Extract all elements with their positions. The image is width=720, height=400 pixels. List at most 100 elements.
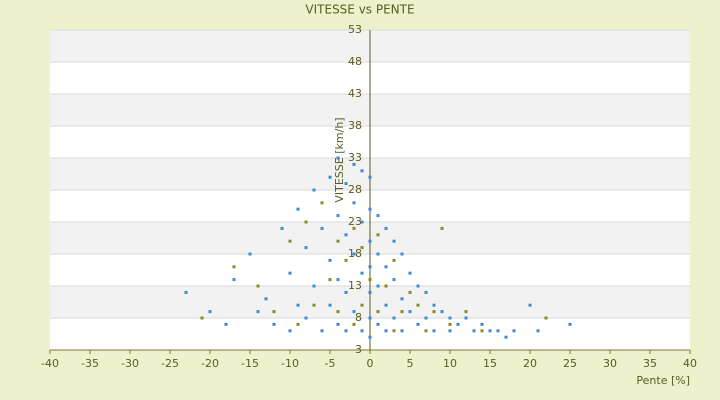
point xyxy=(264,297,268,301)
point xyxy=(344,182,348,186)
point xyxy=(352,322,356,326)
point xyxy=(376,252,380,256)
point xyxy=(288,239,292,243)
y-tick-label: 28 xyxy=(348,183,362,196)
y-tick-label: 53 xyxy=(348,23,362,36)
point xyxy=(400,252,404,256)
point xyxy=(408,310,412,314)
y-tick-label: 23 xyxy=(348,215,362,228)
point xyxy=(288,329,292,333)
point xyxy=(384,284,388,288)
x-tick-label: -15 xyxy=(241,357,259,370)
chart-title: VITESSE vs PENTE xyxy=(305,3,414,17)
point xyxy=(368,290,372,294)
point xyxy=(392,316,396,320)
point xyxy=(344,290,348,294)
point xyxy=(200,316,204,320)
point xyxy=(344,233,348,237)
point xyxy=(312,284,316,288)
point xyxy=(368,175,372,179)
x-tick-label: 10 xyxy=(443,357,457,370)
y-tick-label: 43 xyxy=(348,87,362,100)
point xyxy=(392,239,396,243)
point xyxy=(480,322,484,326)
point xyxy=(320,226,324,230)
point xyxy=(328,278,332,282)
point xyxy=(472,329,476,333)
points xyxy=(184,156,572,339)
point xyxy=(360,169,364,173)
point xyxy=(208,310,212,314)
point xyxy=(336,156,340,160)
x-tick-label: 40 xyxy=(683,357,697,370)
point xyxy=(304,220,308,224)
point xyxy=(368,278,372,282)
point xyxy=(296,207,300,211)
point xyxy=(368,335,372,339)
point xyxy=(568,322,572,326)
point xyxy=(360,246,364,250)
point xyxy=(296,303,300,307)
y-tick-label: 33 xyxy=(348,151,362,164)
point xyxy=(456,322,460,326)
y-tick-label: 3 xyxy=(355,343,362,356)
point xyxy=(480,329,484,333)
point xyxy=(528,303,532,307)
point xyxy=(296,322,300,326)
point xyxy=(416,303,420,307)
point xyxy=(360,271,364,275)
point xyxy=(304,246,308,250)
point xyxy=(328,303,332,307)
point xyxy=(400,297,404,301)
point xyxy=(368,207,372,211)
point xyxy=(288,271,292,275)
point xyxy=(408,271,412,275)
point xyxy=(352,310,356,314)
point xyxy=(376,214,380,218)
y-tick-label: 13 xyxy=(348,279,362,292)
point xyxy=(272,322,276,326)
point xyxy=(384,303,388,307)
x-tick-label: -25 xyxy=(161,357,179,370)
point xyxy=(384,226,388,230)
y-tick-label: 38 xyxy=(348,119,362,132)
point xyxy=(448,316,452,320)
point xyxy=(336,322,340,326)
point xyxy=(224,322,228,326)
y-axis-label: VITESSE [km/h] xyxy=(333,117,346,202)
point xyxy=(256,284,260,288)
point xyxy=(392,329,396,333)
point xyxy=(416,322,420,326)
point xyxy=(464,316,468,320)
point xyxy=(320,329,324,333)
point xyxy=(272,310,276,314)
x-tick-label: 35 xyxy=(643,357,657,370)
point xyxy=(328,258,332,262)
point xyxy=(184,290,188,294)
point xyxy=(400,329,404,333)
point xyxy=(544,316,548,320)
x-tick-label: 30 xyxy=(603,357,617,370)
point xyxy=(392,278,396,282)
point xyxy=(312,188,316,192)
x-tick-label: 25 xyxy=(563,357,577,370)
point xyxy=(424,316,428,320)
point xyxy=(360,220,364,224)
point xyxy=(384,265,388,269)
point xyxy=(368,316,372,320)
point xyxy=(328,175,332,179)
point xyxy=(336,239,340,243)
x-tick-label: -20 xyxy=(201,357,219,370)
point xyxy=(376,284,380,288)
point xyxy=(536,329,540,333)
point xyxy=(376,233,380,237)
x-tick-label: 0 xyxy=(367,357,374,370)
point xyxy=(368,239,372,243)
point xyxy=(496,329,500,333)
point xyxy=(416,284,420,288)
y-tick-label: 18 xyxy=(348,247,362,260)
point xyxy=(248,252,252,256)
